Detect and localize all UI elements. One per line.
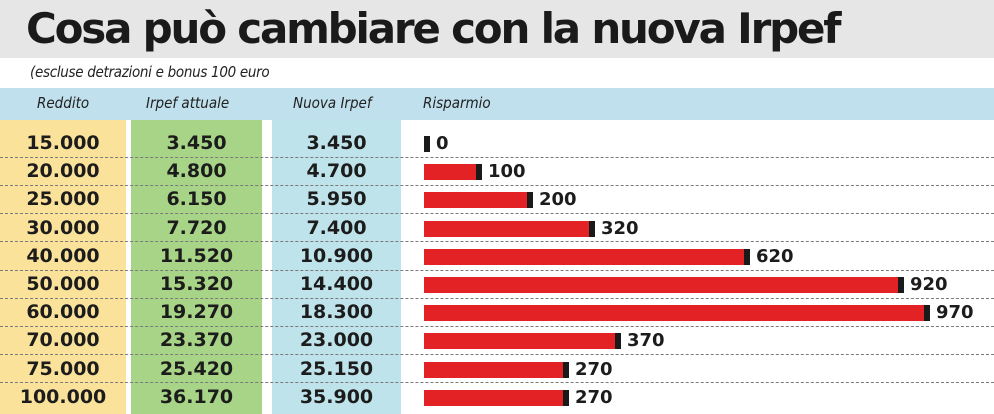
cell-reddito: 50.000 <box>26 273 100 295</box>
cell-reddito: 60.000 <box>26 301 100 324</box>
cell-irpef-attuale: 23.370 <box>159 329 234 352</box>
row-divider <box>0 354 994 355</box>
row-divider <box>0 213 994 214</box>
cell-irpef-attuale: 6.150 <box>166 188 227 211</box>
row-divider <box>0 326 994 327</box>
cell-nuova-irpef: 7.400 <box>306 216 367 239</box>
risparmio-value-label: 200 <box>539 189 577 211</box>
cell-irpef-attuale: 15.320 <box>159 273 234 295</box>
cell-nuova-irpef: 3.450 <box>306 132 367 154</box>
cell-irpef-attuale: 19.270 <box>159 301 234 324</box>
cell-reddito: 100.000 <box>19 385 107 408</box>
cell-reddito: 70.000 <box>26 329 100 352</box>
risparmio-value-label: 370 <box>627 330 665 352</box>
cell-irpef-attuale: 4.800 <box>166 160 227 183</box>
cell-reddito: 25.000 <box>26 188 100 211</box>
header-nuova-irpef: Nuova Irpef <box>293 94 372 112</box>
risparmio-value-label: 270 <box>575 386 613 408</box>
cell-reddito: 75.000 <box>26 357 100 380</box>
row-divider <box>0 157 994 158</box>
cell-irpef-attuale: 25.420 <box>159 357 234 380</box>
risparmio-value-label: 920 <box>910 274 948 295</box>
risparmio-value-label: 620 <box>756 245 794 267</box>
table-header <box>0 88 994 120</box>
risparmio-bar-end <box>476 164 482 181</box>
cell-nuova-irpef: 14.400 <box>299 273 374 295</box>
cell-nuova-irpef: 23.000 <box>299 329 374 352</box>
risparmio-bar-end <box>615 333 621 350</box>
irpef-attuale-column-background <box>131 88 262 414</box>
cell-irpef-attuale: 3.450 <box>166 132 227 154</box>
cell-nuova-irpef: 5.950 <box>306 188 367 211</box>
cell-nuova-irpef: 10.900 <box>299 244 374 267</box>
row-divider <box>0 382 994 383</box>
risparmio-bar-end <box>527 192 533 209</box>
cell-reddito: 30.000 <box>26 216 100 239</box>
cell-irpef-attuale: 7.720 <box>166 216 227 239</box>
header-irpef-attuale: Irpef attuale <box>146 94 230 112</box>
risparmio-bar-end <box>898 277 904 293</box>
risparmio-value-label: 0 <box>436 133 449 154</box>
risparmio-bar-end <box>563 361 569 378</box>
cell-nuova-irpef: 4.700 <box>306 160 367 183</box>
chart-title: Cosa può cambiare con la nuova Irpef <box>26 4 842 53</box>
cell-irpef-attuale: 36.170 <box>159 385 234 408</box>
row-divider <box>0 241 994 242</box>
risparmio-bar <box>424 248 744 265</box>
risparmio-bar <box>424 361 563 378</box>
cell-irpef-attuale: 11.520 <box>159 244 234 267</box>
cell-nuova-irpef: 18.300 <box>299 301 374 324</box>
risparmio-bar <box>424 192 527 209</box>
cell-nuova-irpef: 25.150 <box>299 357 374 380</box>
row-divider <box>0 298 994 299</box>
risparmio-bar-end <box>924 305 930 322</box>
cell-reddito: 20.000 <box>26 160 100 183</box>
cell-reddito: 15.000 <box>26 132 100 154</box>
title-band <box>0 0 994 58</box>
risparmio-bar-end <box>424 136 430 152</box>
header-reddito: Reddito <box>37 94 90 112</box>
nuova-irpef-column-background <box>272 88 401 414</box>
row-divider <box>0 270 994 271</box>
risparmio-bar <box>424 164 476 181</box>
risparmio-value-label: 320 <box>601 217 639 239</box>
risparmio-bar <box>424 333 615 350</box>
risparmio-bar <box>424 305 924 322</box>
risparmio-bar-end <box>589 220 595 237</box>
risparmio-bar <box>424 277 898 293</box>
risparmio-value-label: 970 <box>936 302 974 324</box>
cell-reddito: 40.000 <box>26 244 100 267</box>
header-risparmio: Risparmio <box>423 94 491 112</box>
reddito-column-background <box>0 88 126 414</box>
row-divider <box>0 185 994 186</box>
chart-subtitle: (escluse detrazioni e bonus 100 euro <box>30 63 270 81</box>
risparmio-bar-end <box>744 248 750 265</box>
risparmio-value-label: 100 <box>488 161 526 183</box>
cell-nuova-irpef: 35.900 <box>299 385 374 408</box>
risparmio-bar <box>424 389 563 406</box>
risparmio-bar <box>424 220 589 237</box>
risparmio-value-label: 270 <box>575 358 613 380</box>
risparmio-bar-end <box>563 389 569 406</box>
